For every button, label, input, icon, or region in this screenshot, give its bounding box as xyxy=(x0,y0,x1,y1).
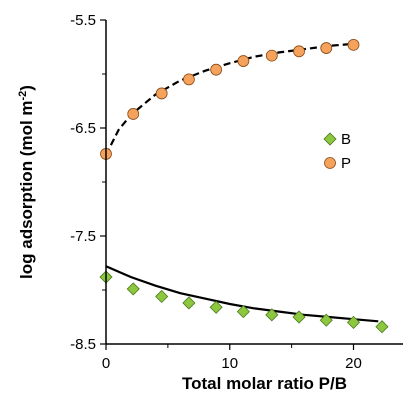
point-p-4 xyxy=(210,63,223,76)
point-p-7 xyxy=(293,45,305,58)
point-p-1 xyxy=(127,108,140,120)
point-b-3 xyxy=(182,296,196,310)
legend-marker-p xyxy=(324,157,336,169)
point-b-5 xyxy=(236,305,250,319)
point-b-1 xyxy=(126,282,140,296)
fit-line-solid xyxy=(105,265,379,323)
x-tick-label: 0 xyxy=(102,355,110,372)
legend-marker-b xyxy=(323,132,337,146)
point-p-9 xyxy=(347,38,360,51)
point-p-5 xyxy=(237,55,250,67)
x-tick-label: 10 xyxy=(221,355,238,372)
fit-lines xyxy=(105,42,379,323)
legend-label-b: B xyxy=(341,131,351,148)
point-b-2 xyxy=(155,289,169,304)
point-p-8 xyxy=(320,42,333,54)
x-axis-title: Total molar ratio P/B xyxy=(182,374,347,393)
legend-label-p: P xyxy=(341,155,351,172)
point-b-9 xyxy=(346,315,361,329)
y-tick-label: -8.5 xyxy=(70,336,96,353)
point-b-8 xyxy=(319,313,333,327)
x-tick-label: 20 xyxy=(345,355,362,372)
point-b-10 xyxy=(375,320,389,334)
point-p-6 xyxy=(265,49,278,62)
point-b-4 xyxy=(209,300,223,314)
axes: -8.5 -7.5 -6.5 -5.5 0 10 20 xyxy=(70,12,403,372)
y-axis-title-superscript: -2 xyxy=(17,91,29,101)
data-points xyxy=(99,38,389,334)
y-axis-title-close: ) xyxy=(17,85,36,91)
y-axis-title: log adsorption (mol m-2) xyxy=(17,85,36,279)
point-b-7 xyxy=(292,310,306,324)
fit-line-dashed xyxy=(105,42,354,156)
point-b-6 xyxy=(265,308,279,322)
legend: BP xyxy=(323,131,351,172)
y-axis-title-main: log adsorption (mol m xyxy=(17,100,36,279)
y-tick-label: -6.5 xyxy=(70,120,96,137)
point-p-3 xyxy=(183,73,195,86)
point-p-2 xyxy=(155,87,168,100)
y-tick-label: -7.5 xyxy=(70,228,96,245)
y-tick-label: -5.5 xyxy=(70,12,96,29)
